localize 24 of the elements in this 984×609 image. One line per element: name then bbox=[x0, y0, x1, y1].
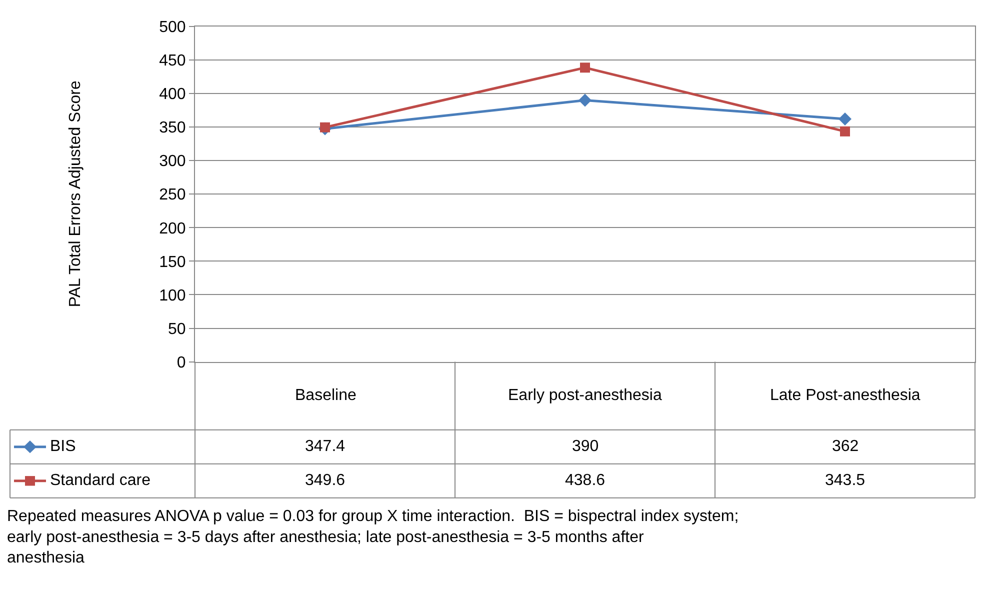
y-tick-label: 300 bbox=[159, 153, 186, 170]
data-label: 343.5 bbox=[825, 472, 866, 489]
y-tick-label: 250 bbox=[159, 186, 186, 204]
legend-label: BIS bbox=[50, 438, 76, 455]
y-tick-label: 50 bbox=[168, 320, 186, 338]
y-tick-label: 0 bbox=[176, 354, 186, 372]
data-label: 362 bbox=[832, 438, 859, 455]
legend-label: Standard care bbox=[50, 472, 151, 489]
y-tick-label: 350 bbox=[159, 120, 186, 137]
y-tick-label: 450 bbox=[159, 52, 186, 70]
data-label: 390 bbox=[572, 438, 599, 455]
y-axis-title: PAL Total Errors Adjusted Score bbox=[66, 80, 84, 308]
y-tick-label: 150 bbox=[159, 254, 186, 271]
y-tick-label: 500 bbox=[159, 19, 186, 36]
x-tick-label: Early post-anesthesia bbox=[508, 387, 662, 404]
x-tick-label: Baseline bbox=[295, 387, 356, 404]
text: Repeated measures ANOVA p value = 0.03 for group X time interaction. BIS = bispectral index system; early post-anesthesia = 3-5 days after anesthesia; late post-anesthesia = 3-5 months after anesthesia bbox=[7, 508, 739, 567]
y-tick-label: 100 bbox=[159, 287, 186, 304]
data-label: 347.4 bbox=[305, 438, 346, 455]
y-tick-label: 200 bbox=[159, 220, 186, 238]
data-label: 438.6 bbox=[565, 472, 606, 489]
x-tick-label: Late Post-anesthesia bbox=[770, 387, 920, 404]
data-label: 349.6 bbox=[305, 472, 346, 489]
y-tick-label: 400 bbox=[159, 86, 186, 104]
